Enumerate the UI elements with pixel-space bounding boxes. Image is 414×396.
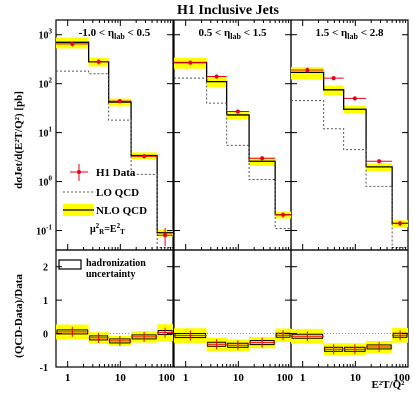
data-points bbox=[56, 41, 408, 355]
data-point bbox=[305, 68, 310, 73]
x-tick-label: 1 bbox=[183, 372, 189, 384]
data-point bbox=[331, 76, 336, 81]
top-panel-frame bbox=[173, 19, 292, 251]
y-tick-label: 101 bbox=[39, 126, 53, 140]
lo-qcd-line bbox=[291, 100, 408, 248]
y-tick-label: 2 bbox=[43, 263, 48, 274]
x-axis-title: E²T/Q² bbox=[372, 379, 406, 391]
data-point bbox=[96, 59, 101, 64]
legend-scale-label: μ2R=E2T bbox=[90, 222, 125, 236]
y-tick-label: 1 bbox=[43, 296, 48, 307]
lo-qcd-line bbox=[174, 77, 291, 229]
data-point bbox=[214, 74, 219, 79]
x-tick-label: 1 bbox=[300, 372, 306, 384]
bottom-panel-frame bbox=[55, 249, 174, 368]
legend: H1 Data LO QCD NLO QCD μ2R=E2T hadroniza… bbox=[58, 164, 147, 280]
data-point bbox=[281, 212, 286, 217]
y-tick-label: 10-1 bbox=[36, 224, 52, 238]
top-panel-frame bbox=[290, 19, 409, 251]
data-point bbox=[163, 233, 168, 238]
nlo-qcd-line bbox=[291, 71, 408, 225]
panel-frames bbox=[55, 19, 409, 368]
x-tick-label: 10 bbox=[115, 372, 127, 384]
axis-ticks bbox=[56, 20, 409, 368]
legend-hadr-label: hadronization uncertainty bbox=[86, 258, 146, 280]
legend-data-marker bbox=[77, 170, 81, 174]
data-point bbox=[188, 60, 193, 65]
data-point bbox=[117, 99, 122, 104]
legend-nlo-label: NLO QCD bbox=[96, 205, 147, 217]
y-tick-label: 103 bbox=[39, 28, 53, 42]
panel-eta-label: 1.5 < ηlab < 2.8 bbox=[316, 27, 384, 41]
y-tick-label: 102 bbox=[39, 77, 53, 91]
legend-hadr-box bbox=[58, 259, 82, 270]
x-tick-label: 100 bbox=[394, 372, 411, 384]
bottom-panel-frame bbox=[290, 249, 409, 368]
x-tick-label: 1 bbox=[65, 372, 71, 384]
y-tick-label: -1 bbox=[40, 363, 48, 374]
data-point bbox=[260, 156, 265, 161]
nlo-qcd-line bbox=[174, 61, 291, 216]
x-tick-label: 10 bbox=[233, 372, 245, 384]
panel-eta-label: 0.5 < ηlab < 1.5 bbox=[199, 27, 267, 41]
data-point bbox=[142, 154, 147, 159]
y-tick-label: 0 bbox=[43, 330, 48, 341]
data-point bbox=[235, 109, 240, 114]
bottom-y-axis-title: (QCD-Data)/Data bbox=[13, 274, 25, 358]
x-tick-label: 10 bbox=[350, 372, 362, 384]
panel-eta-label: -1.0 < ηlab < 0.5 bbox=[79, 27, 151, 41]
data-point bbox=[377, 159, 382, 164]
lo-qcd-line bbox=[56, 70, 173, 248]
data-point bbox=[70, 41, 75, 46]
data-point bbox=[398, 221, 403, 226]
data-point bbox=[352, 96, 357, 101]
legend-lo-label: LO QCD bbox=[96, 187, 139, 199]
legend-data-label: H1 Data bbox=[96, 167, 136, 179]
x-tick-label: 100 bbox=[159, 372, 176, 384]
x-tick-label: 100 bbox=[277, 372, 294, 384]
y-tick-label: 100 bbox=[39, 175, 53, 189]
top-y-axis-title: dσJet/d(E²T/Q²) [pb] bbox=[13, 91, 25, 189]
figure-title: H1 Inclusive Jets bbox=[177, 3, 279, 18]
